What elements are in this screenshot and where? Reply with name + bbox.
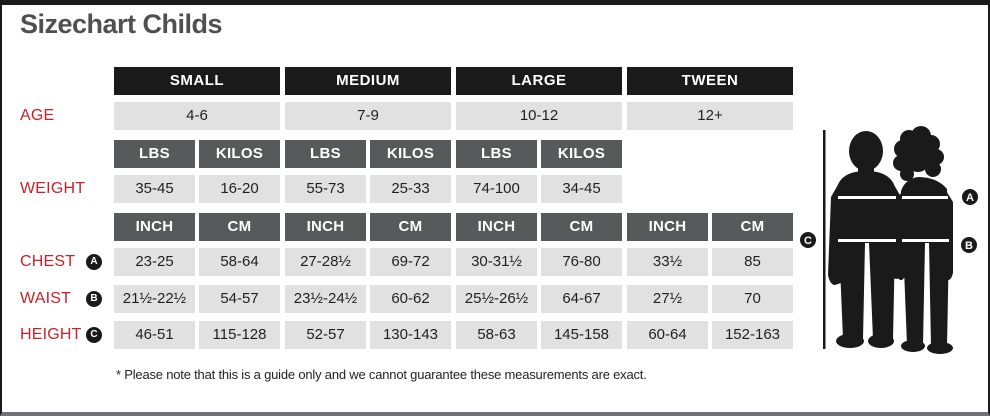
height-measure-line — [823, 130, 826, 349]
weight-cell: 16-20 — [199, 175, 280, 203]
chest-cell: 27-28½ — [285, 248, 366, 276]
waist-line — [838, 239, 896, 242]
page-title: Sizechart Childs — [20, 9, 223, 39]
waist-cell: 54-57 — [199, 285, 280, 313]
waist-cell: 60-62 — [370, 285, 451, 313]
size-header-large: LARGE — [456, 67, 622, 95]
unit-header-kilos: KILOS — [541, 140, 622, 168]
row-label-age: AGE — [20, 107, 55, 124]
height-cell: 130-143 — [370, 321, 451, 349]
marker-b-icon — [961, 237, 977, 253]
height-cell: 58-63 — [456, 321, 537, 349]
marker-a-letter: A — [966, 192, 974, 204]
unit-header-kilos: KILOS — [370, 140, 451, 168]
waist-cell: 27½ — [627, 285, 708, 313]
marker-c-icon — [800, 232, 816, 248]
size-header-medium: MEDIUM — [285, 67, 451, 95]
marker-c-badge: C — [86, 327, 102, 343]
marker-a-badge: A — [86, 254, 102, 270]
chest-line — [902, 196, 948, 199]
footnote: * Please note that this is a guide only … — [116, 367, 647, 382]
row-label-waist: WAIST — [20, 290, 72, 307]
unit-header-cm: CM — [199, 213, 280, 241]
waist-cell: 70 — [712, 285, 793, 313]
chest-cell: 69-72 — [370, 248, 451, 276]
height-cell: 145-158 — [541, 321, 622, 349]
size-header-tween: TWEEN — [627, 67, 793, 95]
unit-header-cm: CM — [712, 213, 793, 241]
weight-cell: 55-73 — [285, 175, 366, 203]
age-cell: 7-9 — [285, 102, 451, 130]
row-label-chest: CHEST — [20, 253, 76, 270]
weight-cell: 35-45 — [114, 175, 195, 203]
unit-header-cm: CM — [541, 213, 622, 241]
chest-cell: 30-31½ — [456, 248, 537, 276]
unit-header-inch: INCH — [285, 213, 366, 241]
chest-cell: 23-25 — [114, 248, 195, 276]
age-cell: 10-12 — [456, 102, 622, 130]
chest-cell: 76-80 — [541, 248, 622, 276]
unit-header-cm: CM — [370, 213, 451, 241]
marker-b-badge: B — [86, 291, 102, 307]
waist-cell: 23½-24½ — [285, 285, 366, 313]
marker-b-letter: B — [965, 240, 973, 252]
age-cell: 12+ — [627, 102, 793, 130]
chest-cell: 33½ — [627, 248, 708, 276]
marker-a-icon — [962, 189, 978, 205]
chest-cell: 85 — [712, 248, 793, 276]
children-silhouette-figure: A B C — [800, 126, 978, 354]
chest-cell: 58-64 — [199, 248, 280, 276]
unit-header-inch: INCH — [627, 213, 708, 241]
weight-cell: 34-45 — [541, 175, 622, 203]
unit-header-lbs: LBS — [285, 140, 366, 168]
weight-cell: 25-33 — [370, 175, 451, 203]
row-label-height: HEIGHT — [20, 326, 82, 343]
height-cell: 52-57 — [285, 321, 366, 349]
size-header-small: SMALL — [114, 67, 280, 95]
boy-silhouette — [828, 131, 903, 348]
weight-cell: 74-100 — [456, 175, 537, 203]
row-label-weight: WEIGHT — [20, 180, 86, 197]
chest-line — [838, 196, 896, 199]
waist-cell: 64-67 — [541, 285, 622, 313]
height-cell: 115-128 — [199, 321, 280, 349]
waist-cell: 25½-26½ — [456, 285, 537, 313]
unit-header-inch: INCH — [114, 213, 195, 241]
height-cell: 46-51 — [114, 321, 195, 349]
unit-header-lbs: LBS — [114, 140, 195, 168]
girl-silhouette — [893, 126, 953, 354]
waist-cell: 21½-22½ — [114, 285, 195, 313]
marker-c-letter: C — [804, 235, 812, 247]
unit-header-inch: INCH — [456, 213, 537, 241]
height-cell: 152-163 — [712, 321, 793, 349]
unit-header-kilos: KILOS — [199, 140, 280, 168]
age-cell: 4-6 — [114, 102, 280, 130]
unit-header-lbs: LBS — [456, 140, 537, 168]
waist-line — [902, 239, 949, 242]
height-cell: 60-64 — [627, 321, 708, 349]
